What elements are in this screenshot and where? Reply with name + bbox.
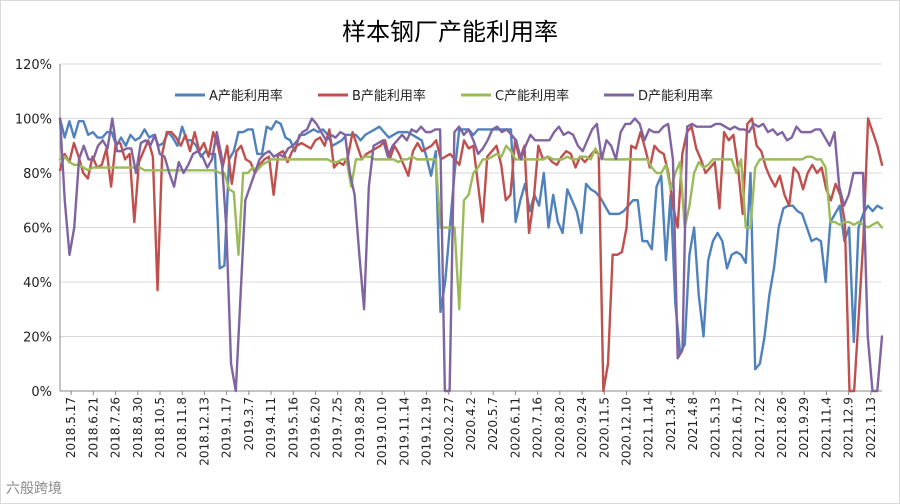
y-tick-label: 40%: [23, 276, 52, 291]
series-line-a: [58, 117, 884, 371]
y-tick-label: 120%: [15, 58, 52, 73]
x-tick-label: 2019.6.20: [308, 397, 322, 458]
x-tick-label: 2021.1.14: [642, 397, 656, 458]
chart-title: 样本钢厂产能利用率: [342, 18, 558, 46]
legend-label: C产能利用率: [495, 88, 569, 104]
x-tick-label: 2020.4.2: [464, 397, 478, 450]
x-tick-label: 2019.1.17: [220, 397, 234, 458]
y-tick-label: 20%: [23, 331, 52, 346]
y-tick-label: 60%: [23, 222, 52, 237]
x-tick-label: 2019.3.7: [242, 397, 256, 450]
legend-label: B产能利用率: [352, 88, 426, 104]
x-tick-label: 2018.11.8: [175, 397, 189, 458]
series-line-d: [58, 117, 884, 393]
series-line-b: [58, 117, 884, 393]
x-tick-label: 2019.4.11: [264, 397, 278, 458]
x-tick-label: 2020.9.24: [575, 397, 589, 458]
legend-label: A产能利用率: [209, 88, 283, 104]
x-tick-label: 2018.5.17: [64, 397, 78, 458]
x-tick-label: 2019.10.10: [375, 397, 389, 466]
x-tick-label: 2020.5.7: [486, 397, 500, 450]
x-tick-label: 2018.8.30: [131, 397, 145, 458]
x-tick-label: 2020.7.16: [531, 397, 545, 458]
x-tick-label: 2021.9.29: [797, 397, 811, 458]
x-tick-label: 2020.8.20: [553, 397, 567, 458]
x-tick-label: 2019.7.25: [331, 397, 345, 458]
legend-label: D产能利用率: [638, 88, 713, 104]
x-tick-label: 2021.5.13: [708, 397, 722, 458]
x-tick-label: 2019.5.16: [286, 397, 300, 458]
x-tick-label: 2021.11.4: [819, 397, 833, 458]
x-tick-label: 2021.6.17: [731, 397, 745, 458]
x-tick-label: 2020.11.5: [597, 397, 611, 458]
x-tick-label: 2021.4.8: [686, 397, 700, 450]
x-tick-label: 2021.8.26: [775, 397, 789, 458]
x-tick-label: 2019.12.19: [420, 397, 434, 466]
y-tick-label: 0%: [31, 385, 52, 400]
x-tick-label: 2018.10.5: [153, 397, 167, 458]
x-tick-label: 2019.11.14: [397, 397, 411, 466]
x-tick-label: 2020.2.27: [442, 397, 456, 458]
x-tick-label: 2018.6.21: [86, 397, 100, 458]
x-tick-label: 2019.8.29: [353, 397, 367, 458]
x-tick-label: 2021.7.22: [753, 397, 767, 458]
x-tick-label: 2021.12.9: [842, 397, 856, 458]
y-tick-label: 100%: [15, 113, 52, 128]
x-tick-label: 2018.12.13: [197, 397, 211, 466]
x-tick-label: 2021.3.4: [664, 397, 678, 450]
watermark: 六般跨境: [6, 481, 62, 497]
x-tick-label: 2020.12.10: [620, 397, 634, 466]
x-tick-label: 2018.7.26: [109, 397, 123, 458]
x-tick-label: 2022.1.13: [864, 397, 878, 458]
series-line-c: [58, 144, 884, 311]
y-tick-label: 80%: [23, 167, 52, 182]
x-tick-label: 2020.6.11: [508, 397, 522, 458]
